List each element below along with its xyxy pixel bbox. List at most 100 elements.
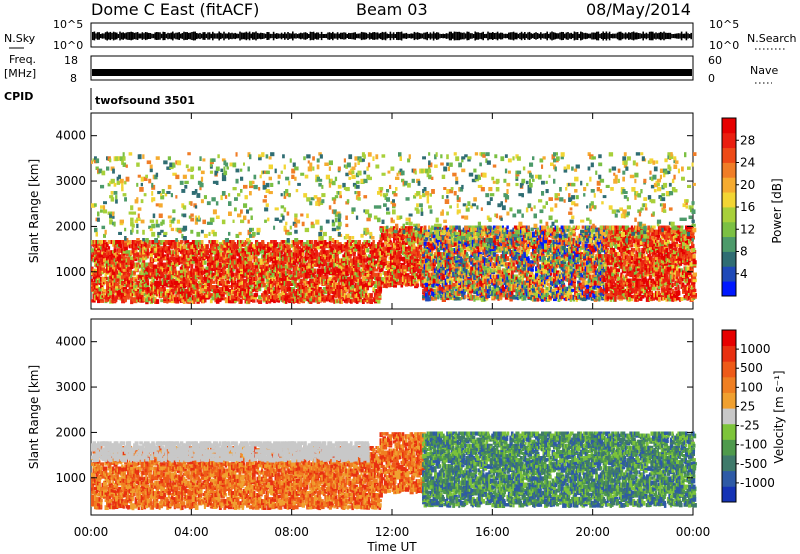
scatter-cell	[128, 250, 131, 254]
scatter-cell	[273, 278, 276, 284]
scatter-cell	[160, 287, 163, 292]
scatter-cell	[268, 295, 272, 300]
scatter-cell	[288, 274, 291, 280]
scatter-cell	[306, 256, 310, 260]
scatter-cell	[218, 272, 223, 278]
scatter-cell	[276, 268, 280, 273]
nsky-bar	[530, 33, 532, 39]
scatter-cell	[255, 240, 259, 244]
scatter-cell	[148, 287, 152, 292]
nsky-bar	[288, 33, 291, 39]
scatter-cell	[175, 270, 178, 275]
scatter-cell	[267, 254, 270, 259]
scatter-cell	[268, 276, 272, 281]
scatter-cell	[280, 250, 283, 254]
scatter-cell	[325, 276, 329, 281]
nsky-bar	[469, 33, 472, 39]
scatter-cell	[161, 256, 167, 261]
scatter-cell	[197, 242, 201, 246]
nsky-bar	[647, 33, 649, 39]
scatter-cell	[232, 276, 235, 281]
scatter-cell	[255, 260, 258, 265]
scatter-cell	[125, 276, 130, 281]
scatter-cell	[137, 246, 141, 250]
scatter-cell	[321, 291, 324, 296]
nsky-label: N.Sky	[4, 32, 36, 45]
nsky-bar	[228, 32, 230, 40]
scatter-cell	[163, 299, 168, 304]
nsky-bar	[600, 33, 603, 39]
scatter-cell	[288, 293, 292, 298]
beam-title: Beam 03	[356, 0, 428, 19]
scatter-cell	[119, 258, 123, 264]
nsky-bar	[533, 32, 536, 39]
scatter-cell	[188, 297, 192, 301]
scatter-cell	[262, 297, 267, 301]
scatter-cell	[369, 274, 373, 280]
nsky-bar	[224, 33, 227, 39]
scatter-cell	[179, 285, 182, 289]
scatter-cell	[366, 287, 369, 291]
scatter-cell	[146, 244, 149, 249]
scatter-cell	[346, 293, 350, 298]
scatter-cell	[208, 254, 212, 258]
nsky-bar	[370, 33, 372, 39]
scatter-cell	[240, 272, 244, 276]
scatter-cell	[330, 280, 334, 286]
scatter-cell	[300, 280, 303, 286]
nsky-bar	[194, 31, 196, 41]
nsky-bar	[164, 32, 166, 41]
scatter-cell	[309, 248, 312, 254]
scatter-cell	[160, 252, 163, 257]
scatter-cell	[247, 295, 251, 299]
scatter-cell	[190, 264, 194, 269]
nsky-bar	[536, 33, 539, 39]
scatter-cell	[155, 272, 159, 277]
scatter-cell	[274, 240, 277, 244]
scatter-cell	[316, 285, 320, 290]
scatter-cell	[134, 252, 137, 256]
scatter-cell	[197, 250, 201, 255]
scatter-cell	[303, 242, 308, 246]
scatter-cell	[101, 287, 105, 292]
scatter-cell	[318, 268, 323, 274]
scatter-cell	[215, 299, 220, 304]
scatter-cell	[333, 262, 337, 268]
scatter-cell	[121, 293, 124, 297]
scatter-cell	[191, 280, 194, 285]
scatter-cell	[155, 280, 160, 286]
scatter-cell	[345, 264, 348, 269]
scatter-cell	[157, 252, 161, 257]
scatter-cell	[261, 270, 264, 274]
scatter-cell	[134, 254, 137, 260]
nsky-bar	[623, 33, 625, 39]
scatter-cell	[187, 254, 190, 259]
scatter-cell	[181, 289, 184, 294]
scatter-cell	[258, 285, 261, 290]
nsky-bar	[296, 34, 299, 39]
scatter-cell	[217, 289, 220, 293]
scatter-cell	[218, 242, 223, 246]
scatter-cell	[289, 270, 293, 275]
scatter-cell	[92, 299, 96, 303]
scatter-cell	[316, 272, 320, 278]
scatter-cell	[190, 278, 194, 284]
scatter-cell	[145, 272, 149, 277]
scatter-cell	[336, 272, 339, 278]
scatter-cell	[166, 268, 169, 273]
scatter-cell	[103, 268, 107, 273]
scatter-cell	[143, 266, 146, 271]
nsky-bar	[415, 32, 417, 40]
scatter-cell	[130, 278, 133, 284]
scatter-cell	[91, 266, 94, 270]
nsky-bar	[524, 32, 526, 40]
scatter-cell	[187, 256, 192, 262]
scatter-cell	[319, 250, 323, 256]
scatter-cell	[312, 289, 315, 294]
scatter-cell	[206, 278, 211, 283]
nsky-bar	[327, 32, 329, 40]
scatter-cell	[327, 270, 330, 275]
scatter-cell	[211, 272, 214, 278]
nsky-bar	[221, 33, 224, 39]
